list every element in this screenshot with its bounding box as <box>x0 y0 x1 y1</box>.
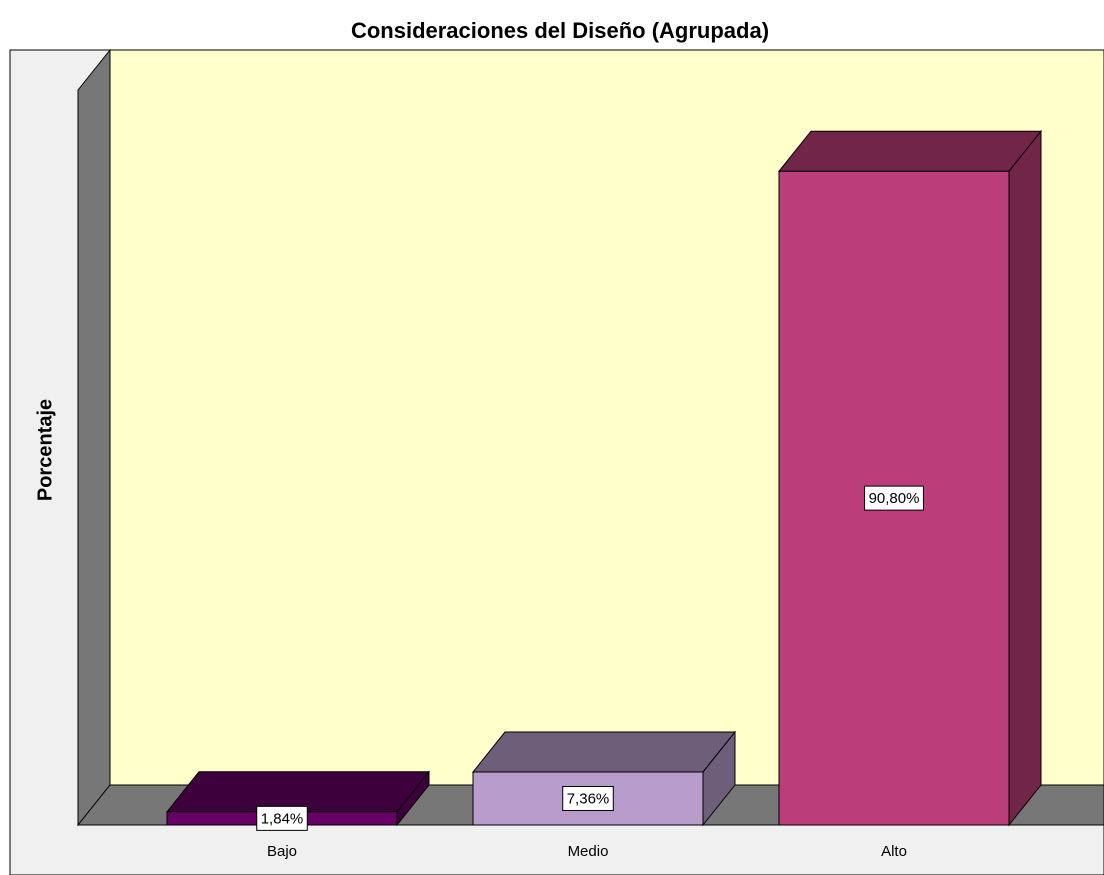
bar-top <box>165 771 431 813</box>
chart-title: Consideraciones del Diseño (Agrupada) <box>351 18 769 43</box>
value-label-box <box>864 485 924 511</box>
y-axis-label: Porcentaje <box>34 399 56 501</box>
bar-top <box>471 731 737 773</box>
value-label: 90,80% <box>869 490 920 507</box>
value-label: 7,36% <box>567 790 610 807</box>
x-tick-label: Medio <box>568 843 609 860</box>
x-tick-label: Alto <box>881 843 907 860</box>
value-label: 1,84% <box>261 810 304 827</box>
left-wall <box>77 48 111 827</box>
x-tick-label: Bajo <box>267 843 297 860</box>
value-label-box <box>256 805 308 831</box>
bar-side <box>1008 129 1042 827</box>
bar-top <box>777 130 1043 172</box>
value-label-box <box>562 786 614 812</box>
